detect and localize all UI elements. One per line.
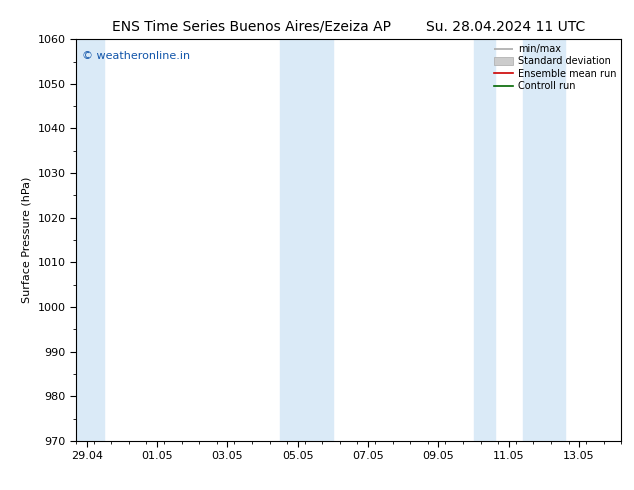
Legend: min/max, Standard deviation, Ensemble mean run, Controll run: min/max, Standard deviation, Ensemble me… — [492, 42, 618, 93]
Title: ENS Time Series Buenos Aires/Ezeiza AP        Su. 28.04.2024 11 UTC: ENS Time Series Buenos Aires/Ezeiza AP S… — [112, 20, 585, 34]
Bar — [474, 39, 495, 441]
Text: © weatheronline.in: © weatheronline.in — [82, 51, 190, 61]
Y-axis label: Surface Pressure (hPa): Surface Pressure (hPa) — [22, 177, 32, 303]
Bar — [76, 39, 104, 441]
Bar — [280, 39, 333, 441]
Bar — [523, 39, 565, 441]
